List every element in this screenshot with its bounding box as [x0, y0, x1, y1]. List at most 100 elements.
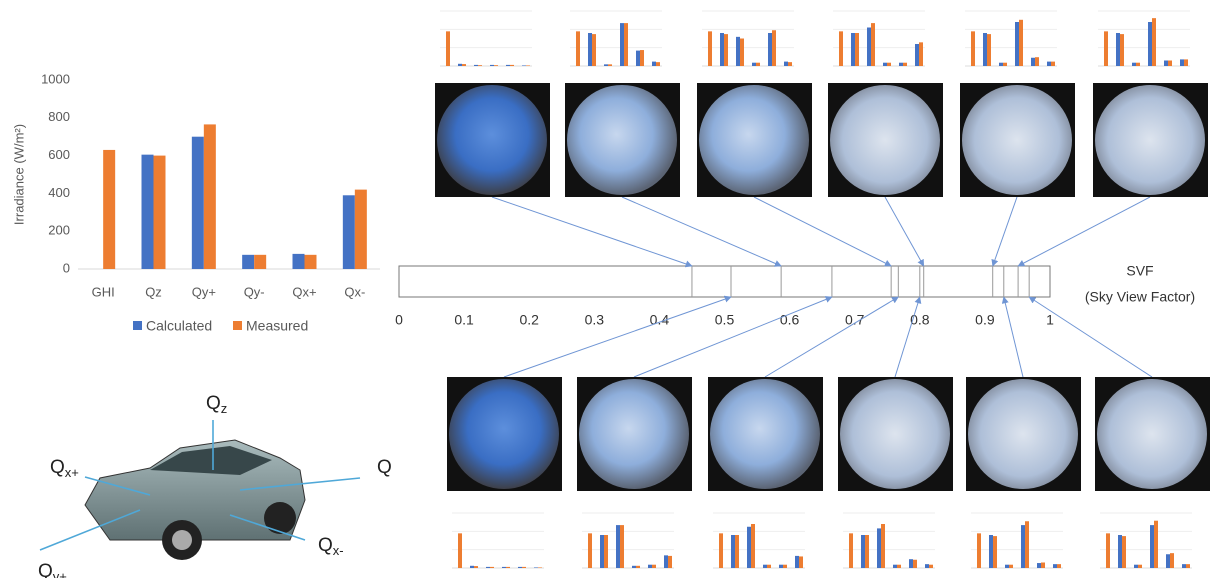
arrow	[884, 196, 925, 267]
mini-bar	[779, 564, 783, 568]
axis-label: Qy+	[38, 561, 67, 578]
svf-title: SVF	[1126, 263, 1153, 279]
mini-bar	[1134, 564, 1138, 568]
mini-bar	[1186, 564, 1190, 568]
mini-bar	[1003, 62, 1007, 66]
mini-bar	[604, 64, 608, 66]
fisheye-photo	[710, 379, 820, 489]
mini-bar	[604, 535, 608, 568]
hub	[172, 530, 192, 550]
mini-bar	[839, 31, 843, 67]
mini-bar	[478, 65, 482, 66]
wheel	[264, 502, 296, 534]
mini-bar	[588, 33, 592, 66]
fisheye-photo	[579, 379, 689, 489]
mini-bar	[490, 566, 494, 568]
x-tick-label: 0.2	[519, 312, 539, 328]
mini-bar	[1057, 564, 1061, 568]
mini-bar	[925, 564, 929, 568]
mini-bar	[887, 62, 891, 66]
mini-bar	[919, 42, 923, 66]
arrow	[1028, 296, 1153, 378]
x-tick-label: 0	[395, 312, 403, 328]
mini-bar	[624, 23, 628, 67]
mini-bar	[632, 565, 636, 568]
x-tick-label: Qz	[145, 284, 162, 299]
car-window	[150, 446, 272, 475]
bar	[103, 149, 116, 269]
y-tick-label: 200	[48, 223, 70, 238]
axis-label: Qx-	[318, 535, 344, 558]
mini-bar	[1152, 18, 1156, 66]
legend-swatch	[233, 321, 242, 330]
arrow	[491, 196, 693, 268]
mini-bar	[538, 567, 542, 568]
y-tick-label: 600	[48, 147, 70, 162]
mini-bar	[648, 564, 652, 568]
legend-label: Calculated	[146, 318, 212, 334]
label: Q	[38, 561, 53, 578]
mini-bar	[999, 62, 1003, 66]
mini-bar	[502, 566, 506, 568]
x-tick-label: Qx-	[344, 284, 365, 299]
arrow	[621, 196, 782, 267]
bar	[141, 154, 154, 269]
mini-bar	[592, 34, 596, 66]
mini-bar	[989, 535, 993, 568]
mini-bar	[1009, 564, 1013, 568]
mini-bar	[1180, 59, 1184, 66]
arrow	[753, 196, 892, 267]
mini-bar	[1148, 22, 1152, 66]
mini-bar	[506, 566, 510, 568]
mini-bar	[1116, 33, 1120, 66]
mini-bar	[522, 566, 526, 568]
mini-bar	[772, 30, 776, 66]
label-sub: z	[221, 401, 228, 416]
fisheye-photo	[567, 85, 677, 195]
mini-bar	[446, 31, 450, 67]
label-sub: y+	[53, 569, 67, 578]
arrow	[764, 296, 899, 378]
mini-bar	[871, 23, 875, 67]
fisheye-photo	[699, 85, 809, 195]
mini-bar	[1118, 535, 1122, 568]
mini-bar	[600, 535, 604, 568]
mini-bar	[1136, 62, 1140, 66]
axis-label: Q	[377, 457, 392, 478]
mini-bar	[867, 27, 871, 66]
mini-bar	[1025, 521, 1029, 568]
mini-bar	[470, 565, 474, 568]
mini-bar	[474, 566, 478, 568]
x-tick-label: Qx+	[292, 284, 316, 299]
bar	[254, 254, 267, 269]
label-sub: x+	[65, 465, 79, 480]
arrow	[1017, 196, 1151, 267]
bar	[242, 254, 255, 269]
mini-bar	[849, 533, 853, 568]
mini-bar	[588, 533, 592, 568]
mini-bar	[1154, 520, 1158, 568]
mini-bar	[1138, 564, 1142, 568]
mini-bar	[784, 61, 788, 66]
mini-bar	[903, 62, 907, 66]
mini-bar	[752, 62, 756, 66]
mini-bar	[458, 533, 462, 568]
x-tick-label: Qy+	[192, 284, 216, 299]
bar	[292, 253, 305, 269]
mini-bar	[1021, 525, 1025, 568]
mini-bar	[1166, 554, 1170, 568]
mini-bar	[510, 64, 514, 66]
fisheye-photo	[1097, 379, 1207, 489]
mini-bar	[767, 564, 771, 568]
mini-bar	[731, 535, 735, 568]
x-tick-label: 0.1	[454, 312, 474, 328]
mini-bar	[518, 566, 522, 568]
svf-axis	[398, 265, 1051, 298]
mini-bar	[526, 65, 530, 66]
label: Q	[50, 457, 65, 478]
mini-bar	[636, 565, 640, 568]
mini-bar	[1170, 553, 1174, 568]
arrow	[991, 196, 1018, 267]
mini-bar	[977, 533, 981, 568]
